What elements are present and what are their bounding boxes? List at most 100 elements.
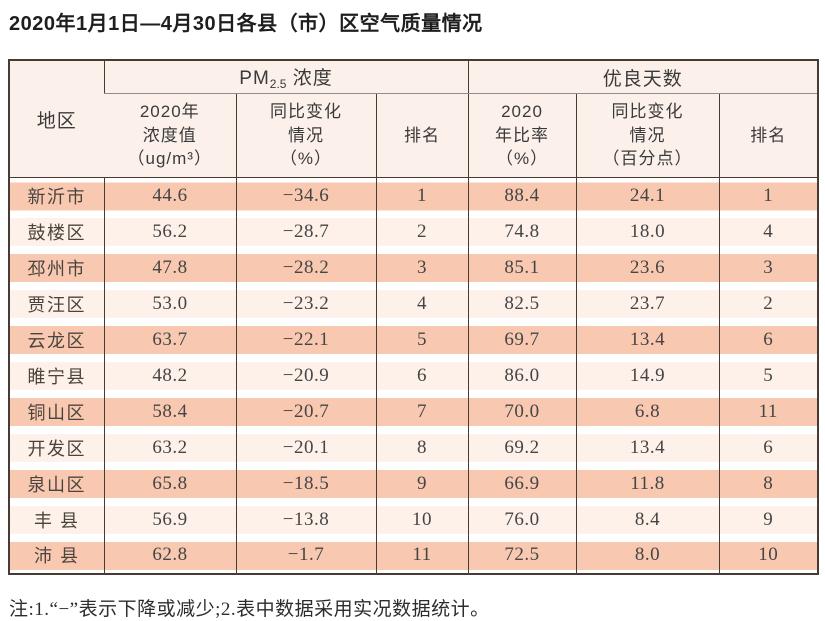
pm-value-cell: 48.2 (103, 357, 236, 394)
good-ratio-cell: 86.0 (467, 357, 577, 394)
pm-value-cell: 56.2 (103, 213, 236, 250)
table-row: 睢宁县 48.2 −20.9 6 86.0 14.9 5 (9, 357, 819, 394)
good-rank-cell: 9 (718, 501, 819, 538)
table-row: 丰 县 56.9 −13.8 10 76.0 8.4 9 (9, 501, 819, 538)
good-ratio-cell: 74.8 (467, 213, 577, 250)
region-cell: 丰 县 (9, 501, 104, 538)
good-ratio-cell: 66.9 (467, 465, 577, 502)
region-cell: 沛 县 (9, 537, 104, 574)
pm-change-cell: −1.7 (235, 537, 376, 574)
good-change-cell: 24.1 (575, 177, 720, 214)
pm-rank-cell: 11 (375, 537, 469, 574)
table-row: 铜山区 58.4 −20.7 7 70.0 6.8 11 (9, 393, 819, 430)
region-cell: 贾汪区 (9, 285, 104, 322)
group-header-row: 地区 PM2.5 浓度 优良天数 (9, 60, 819, 178)
pm-value-cell: 65.8 (103, 465, 236, 502)
pm-rank-cell: 5 (375, 321, 469, 358)
region-cell: 云龙区 (9, 321, 104, 358)
pm-rank-cell: 7 (375, 393, 469, 430)
good-ratio-cell: 88.4 (467, 177, 577, 214)
good-change-cell: 8.0 (575, 537, 720, 574)
table-row: 云龙区 63.7 −22.1 5 69.7 13.4 6 (9, 321, 819, 358)
pm-rank-cell: 4 (375, 285, 469, 322)
good-ratio-cell: 69.2 (467, 429, 577, 466)
good-rank-cell: 10 (718, 537, 819, 574)
pm-rank-cell: 1 (375, 177, 469, 214)
good-change-cell: 23.7 (575, 285, 720, 322)
pm-change-cell: −20.7 (235, 393, 376, 430)
good-ratio-cell: 85.1 (467, 249, 577, 286)
good-change-cell: 6.8 (575, 393, 720, 430)
air-quality-table: 地区 PM2.5 浓度 优良天数 2020年 浓度值 （ug/m³） 同比变化 … (8, 59, 820, 575)
good-change-cell: 18.0 (575, 213, 720, 250)
pm-change-cell: −13.8 (235, 501, 376, 538)
col-header-pm-change: 同比变化 情况 （%） (235, 93, 376, 178)
good-ratio-cell: 82.5 (467, 285, 577, 322)
good-change-cell: 8.4 (575, 501, 720, 538)
good-rank-cell: 11 (718, 393, 819, 430)
pm25-label-prefix: PM (239, 68, 270, 89)
region-cell: 鼓楼区 (9, 213, 104, 250)
pm-value-cell: 53.0 (103, 285, 236, 322)
table-row: 邳州市 47.8 −28.2 3 85.1 23.6 3 (9, 249, 819, 286)
pm-change-cell: −18.5 (235, 465, 376, 502)
table-row: 泉山区 65.8 −18.5 9 66.9 11.8 8 (9, 465, 819, 502)
pm-value-cell: 47.8 (103, 249, 236, 286)
region-cell: 开发区 (9, 429, 104, 466)
table-row: 开发区 63.2 −20.1 8 69.2 13.4 6 (9, 429, 819, 466)
good-rank-cell: 4 (718, 213, 819, 250)
pm-value-cell: 63.7 (103, 321, 236, 358)
good-ratio-cell: 72.5 (467, 537, 577, 574)
pm25-label-suffix: 浓度 (286, 68, 333, 89)
good-rank-cell: 6 (718, 321, 819, 358)
good-rank-cell: 3 (718, 249, 819, 286)
pm-change-cell: −20.9 (235, 357, 376, 394)
col-header-good-change: 同比变化 情况 （百分点） (575, 93, 720, 178)
page-title: 2020年1月1日—4月30日各县（市）区空气质量情况 (9, 13, 483, 35)
good-ratio-cell: 76.0 (467, 501, 577, 538)
footnote: 注:1.“−”表示下降或减少;2.表中数据采用实况数据统计。 (9, 598, 490, 620)
pm-rank-cell: 9 (375, 465, 469, 502)
pm-value-cell: 44.6 (103, 177, 236, 214)
region-cell: 邳州市 (9, 249, 104, 286)
col-header-pm-value: 2020年 浓度值 （ug/m³） (104, 93, 236, 178)
pm-rank-cell: 10 (375, 501, 469, 538)
table-header: 地区 PM2.5 浓度 优良天数 2020年 浓度值 （ug/m³） 同比变化 … (9, 60, 819, 178)
pm25-label-subscript: 2.5 (269, 77, 287, 91)
table-row: 贾汪区 53.0 −23.2 4 82.5 23.7 2 (9, 285, 819, 322)
region-cell: 泉山区 (9, 465, 104, 502)
pm-rank-cell: 3 (375, 249, 469, 286)
col-header-pm-rank: 排名 (375, 93, 469, 178)
pm-value-cell: 56.9 (103, 501, 236, 538)
good-ratio-cell: 69.7 (467, 321, 577, 358)
good-change-cell: 13.4 (575, 429, 720, 466)
pm-rank-cell: 8 (375, 429, 469, 466)
region-cell: 新沂市 (9, 177, 104, 214)
pm-change-cell: −28.7 (235, 213, 376, 250)
pm-value-cell: 63.2 (103, 429, 236, 466)
good-change-cell: 13.4 (575, 321, 720, 358)
pm-change-cell: −22.1 (235, 321, 376, 358)
col-header-region: 地区 (9, 60, 104, 178)
col-header-good-rank: 排名 (718, 93, 819, 178)
col-header-good-ratio: 2020 年比率 （%） (467, 93, 577, 178)
col-group-pm25: PM2.5 浓度 (103, 60, 469, 94)
good-rank-cell: 1 (718, 177, 819, 214)
region-cell: 铜山区 (9, 393, 104, 430)
table-row: 鼓楼区 56.2 −28.7 2 74.8 18.0 4 (9, 213, 819, 250)
region-cell: 睢宁县 (9, 357, 104, 394)
good-rank-cell: 8 (718, 465, 819, 502)
pm-change-cell: −28.2 (235, 249, 376, 286)
good-rank-cell: 2 (718, 285, 819, 322)
table-row: 沛 县 62.8 −1.7 11 72.5 8.0 10 (9, 537, 819, 574)
good-rank-cell: 6 (718, 429, 819, 466)
pm-change-cell: −20.1 (235, 429, 376, 466)
good-ratio-cell: 70.0 (467, 393, 577, 430)
col-group-good-days: 优良天数 (467, 60, 819, 94)
good-rank-cell: 5 (718, 357, 819, 394)
good-change-cell: 23.6 (575, 249, 720, 286)
pm-value-cell: 62.8 (103, 537, 236, 574)
good-change-cell: 11.8 (575, 465, 720, 502)
good-change-cell: 14.9 (575, 357, 720, 394)
